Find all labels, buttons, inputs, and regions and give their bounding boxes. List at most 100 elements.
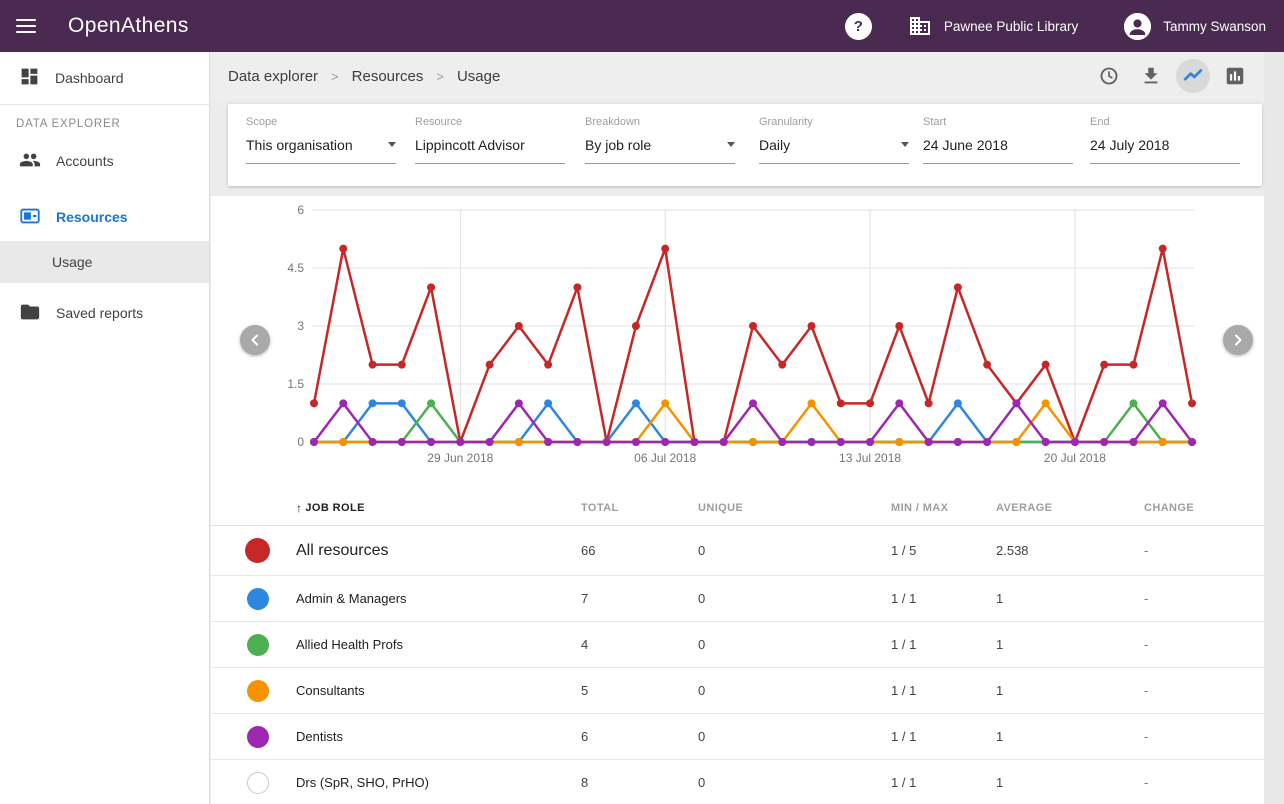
svg-text:29 Jun 2018: 29 Jun 2018 [427,451,493,465]
total-value: 6 [581,729,698,744]
column-header-unique[interactable]: UNIQUE [698,502,891,514]
job-role-label: Consultants [296,683,581,698]
filter-label: Start [923,116,1073,128]
organization-name[interactable]: Pawnee Public Library [944,19,1078,34]
filter-value: Lippincott Advisor [415,136,565,164]
min-max-value: 1 / 1 [891,729,996,744]
svg-text:1.5: 1.5 [287,377,304,391]
table-row[interactable]: All resources6601 / 52.538- [211,526,1264,576]
change-value: - [1144,775,1264,790]
filter-field-resource[interactable]: Resource Lippincott Advisor [415,116,565,164]
column-header-average[interactable]: AVERAGE [996,502,1144,514]
dashboard-icon [19,66,40,90]
table-row[interactable]: Dentists601 / 11- [211,714,1264,760]
sort-ascending-icon: ↑ [296,501,302,515]
swatch-cell [211,634,296,656]
sidebar-item-usage-active[interactable]: Usage [0,241,209,283]
filter-label: Granularity [759,116,909,128]
min-max-value: 1 / 1 [891,775,996,790]
min-max-value: 1 / 1 [891,637,996,652]
column-header-min-max[interactable]: MIN / MAX [891,502,996,514]
filter-value: 24 July 2018 [1090,136,1240,164]
sidebar-item-saved-reports[interactable]: Saved reports [0,289,209,337]
chart-previous-button[interactable] [240,325,270,355]
unique-value: 0 [698,591,891,606]
chart-next-button[interactable] [1223,325,1253,355]
filter-card: ScopeThis organisation Resource Lippincott… [228,104,1262,186]
average-value: 2.538 [996,543,1144,558]
average-value: 1 [996,683,1144,698]
line-chart-view-icon[interactable] [1176,59,1210,93]
filter-field-granularity[interactable]: Granularity Daily [759,116,909,164]
user-name[interactable]: Tammy Swanson [1163,19,1266,34]
job-role-label: Dentists [296,729,581,744]
filter-field-breakdown[interactable]: BreakdownBy job role [585,116,735,164]
table-header: ↑ JOB ROLE TOTAL UNIQUE MIN / MAX AVERAG… [211,490,1264,526]
average-value: 1 [996,591,1144,606]
sidebar-item-dashboard[interactable]: Dashboard [0,52,209,104]
min-max-value: 1 / 5 [891,543,996,558]
svg-text:13 Jul 2018: 13 Jul 2018 [839,451,901,465]
series-color-swatch [247,680,269,702]
breadcrumb-separator: > [436,69,444,84]
filter-label: End [1090,116,1240,128]
change-value: - [1144,683,1264,698]
dropdown-caret-icon [901,142,909,147]
filter-field-scope[interactable]: ScopeThis organisation [246,116,396,164]
average-value: 1 [996,775,1144,790]
table-row[interactable]: Drs (SpR, SHO, PrHO)801 / 11- [211,760,1264,804]
help-icon[interactable]: ? [845,13,872,40]
breadcrumb-data-explorer[interactable]: Data explorer [228,68,318,85]
app-window: OpenAthens ? Pawnee Public Library Tammy… [0,0,1284,804]
table-row[interactable]: Allied Health Profs401 / 11- [211,622,1264,668]
breadcrumb-separator: > [331,69,339,84]
filter-label: Breakdown [585,116,735,128]
user-avatar-icon[interactable] [1124,13,1151,40]
column-header-total[interactable]: TOTAL [581,502,698,514]
table-row[interactable]: Consultants501 / 11- [211,668,1264,714]
folder-icon [19,301,41,326]
column-header-job-role[interactable]: ↑ JOB ROLE [296,501,581,515]
sidebar-item-accounts[interactable]: Accounts [0,137,209,185]
scrollbar-track[interactable] [1264,52,1284,804]
filter-label: Scope [246,116,396,128]
topbar-right: ? Pawnee Public Library Tammy Swanson [845,13,1284,40]
breadcrumb-resources[interactable]: Resources [352,68,424,85]
download-icon[interactable] [1134,59,1168,93]
change-value: - [1144,637,1264,652]
average-value: 1 [996,637,1144,652]
swatch-cell [211,680,296,702]
breadcrumb-usage[interactable]: Usage [457,68,500,85]
filter-field-start[interactable]: Start 24 June 2018 [923,116,1073,164]
history-clock-icon[interactable] [1092,59,1126,93]
column-header-change[interactable]: CHANGE [1144,502,1264,514]
sidebar-item-resources[interactable]: Resources [0,193,209,241]
svg-text:6: 6 [297,203,304,217]
table-row[interactable]: Admin & Managers701 / 11- [211,576,1264,622]
chevron-right-icon [1231,333,1245,347]
total-value: 66 [581,543,698,558]
total-value: 7 [581,591,698,606]
job-role-label: Drs (SpR, SHO, PrHO) [296,775,581,790]
change-value: - [1144,729,1264,744]
filter-label: Resource [415,116,565,128]
hamburger-menu-icon[interactable] [0,0,52,52]
job-role-label: Allied Health Profs [296,637,581,652]
unique-value: 0 [698,543,891,558]
organization-building-icon [908,14,932,38]
breadcrumb-bar: Data explorer > Resources > Usage [211,52,1264,100]
job-role-table: ↑ JOB ROLE TOTAL UNIQUE MIN / MAX AVERAG… [211,490,1264,804]
unique-value: 0 [698,637,891,652]
filter-value: 24 June 2018 [923,136,1073,164]
series-color-swatch [247,726,269,748]
unique-value: 0 [698,729,891,744]
min-max-value: 1 / 1 [891,683,996,698]
svg-text:0: 0 [297,435,304,449]
openathens-logo: OpenAthens [68,14,189,38]
job-role-label: All resources [296,542,581,560]
filter-value: Daily [759,136,909,164]
accounts-people-icon [19,149,41,174]
bar-chart-view-icon[interactable] [1218,59,1252,93]
filter-field-end[interactable]: End 24 July 2018 [1090,116,1240,164]
unique-value: 0 [698,775,891,790]
